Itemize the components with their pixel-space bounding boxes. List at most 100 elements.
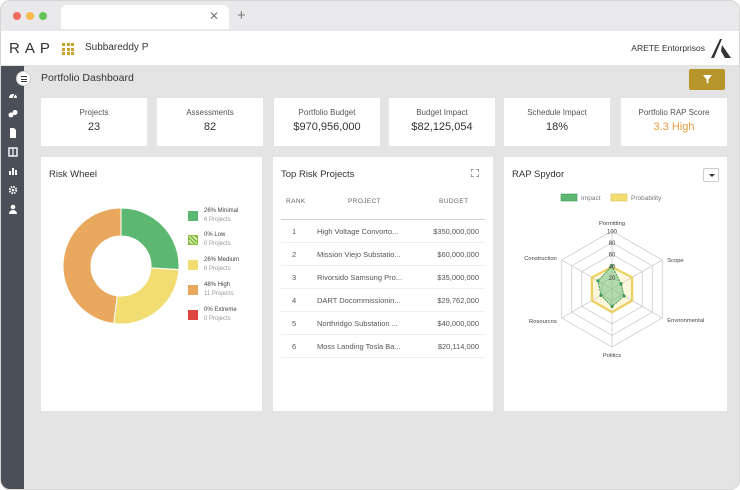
user-icon[interactable] bbox=[8, 204, 18, 214]
radar-axis-label: Construction bbox=[524, 256, 557, 262]
radar-tick-label: 20 bbox=[609, 276, 616, 282]
close-tab-icon[interactable]: ✕ bbox=[208, 9, 219, 23]
rap-spyder-panel: RAP Spydor Impact Probability 100 80 60 40 20 P… bbox=[504, 157, 727, 411]
row-rank: 2 bbox=[292, 250, 297, 259]
column-header-project[interactable]: PROJECT bbox=[348, 198, 382, 205]
kpi-label: Portfolio Budget bbox=[298, 108, 356, 117]
panel-title: Risk Wheel bbox=[49, 169, 98, 180]
donut-slice[interactable] bbox=[62, 207, 122, 325]
kpi-label: Assessments bbox=[186, 108, 234, 117]
radar-axis-label: Pormitting bbox=[599, 221, 625, 227]
organization-logo-icon bbox=[711, 39, 731, 58]
new-tab-icon[interactable]: + bbox=[237, 7, 246, 24]
app-grid-icon[interactable] bbox=[62, 43, 74, 55]
row-budget: $60,000,000 bbox=[437, 250, 479, 259]
legend-swatch bbox=[188, 285, 198, 295]
kpi-card-rap-score: Portfolio RAP Score 3.3 High bbox=[621, 98, 727, 146]
kpi-card-budget-impact: Budget Impact $82,125,054 bbox=[389, 98, 495, 146]
chevron-down-icon bbox=[709, 174, 715, 177]
browser-tab[interactable]: ✕ bbox=[61, 5, 229, 29]
radar-tick-label: 60 bbox=[609, 253, 616, 259]
radar-legend-label: Impact bbox=[581, 195, 601, 202]
spyder-options-dropdown[interactable] bbox=[703, 168, 719, 182]
radar-tick-label: 100 bbox=[607, 230, 618, 236]
radar-axis-label: Rosourcos bbox=[529, 319, 557, 325]
row-rank: 5 bbox=[292, 319, 297, 328]
expand-icon[interactable] bbox=[471, 169, 479, 177]
radar-point-impact bbox=[596, 279, 600, 283]
close-window-button[interactable] bbox=[13, 12, 21, 20]
radar-tick-label: 40 bbox=[609, 264, 616, 270]
panel-title: RAP Spydor bbox=[512, 169, 565, 180]
projects-icon[interactable] bbox=[8, 109, 18, 119]
row-rank: 1 bbox=[292, 227, 297, 236]
legend-swatch bbox=[188, 260, 198, 270]
kpi-value: 82 bbox=[203, 121, 217, 133]
risk-donut-chart[interactable] bbox=[58, 203, 184, 329]
radar-point-impact bbox=[599, 293, 603, 297]
radar-point-impact bbox=[610, 264, 614, 268]
legend-label: 0% Extreme bbox=[204, 307, 237, 313]
kpi-card-projects: Projects 23 bbox=[41, 98, 147, 146]
kpi-label: Budget Impact bbox=[416, 108, 468, 117]
legend-count: 11 Projects bbox=[204, 291, 234, 297]
column-header-rank[interactable]: RANK bbox=[286, 198, 306, 205]
organization-name: ARETE Entorprisos bbox=[631, 43, 705, 53]
row-rank: 4 bbox=[292, 296, 297, 305]
radar-spoke bbox=[561, 288, 613, 319]
table-row[interactable]: 3 Rivorsido Samsung Pro... $35,000,000 bbox=[281, 266, 485, 289]
legend-count: 0 Projects bbox=[204, 241, 231, 247]
reports-chart-icon[interactable] bbox=[8, 166, 18, 176]
row-budget: $29,762,000 bbox=[437, 296, 479, 305]
column-header-budget[interactable]: BUDGET bbox=[439, 198, 469, 205]
app-logo[interactable]: RAP bbox=[9, 40, 55, 57]
document-icon[interactable] bbox=[8, 128, 18, 138]
row-project: Northridgo Substation ... bbox=[317, 319, 398, 328]
table-row[interactable]: 5 Northridgo Substation ... $40,000,000 bbox=[281, 312, 485, 335]
radar-spoke bbox=[611, 288, 663, 319]
risk-wheel-panel: Risk Wheel 26% Minimal 6 Projects 0% Low… bbox=[41, 157, 262, 411]
radar-point-impact bbox=[622, 294, 626, 298]
user-name[interactable]: Subbareddy P bbox=[85, 42, 149, 53]
sidebar-toggle-button[interactable] bbox=[16, 71, 31, 86]
kpi-label: Schedule Impact bbox=[527, 108, 587, 117]
table-row[interactable]: 6 Moss Landing Tosla Ba... $20,114,000 bbox=[281, 335, 485, 358]
row-budget: $40,000,000 bbox=[437, 319, 479, 328]
table-row[interactable]: 4 DART Docommissionin... $29,762,000 bbox=[281, 289, 485, 312]
minimize-window-button[interactable] bbox=[26, 12, 34, 20]
radar-chart: Impact Probability 100 80 60 40 20 Pormitting Sc… bbox=[524, 193, 704, 359]
kpi-value: 18% bbox=[545, 121, 569, 133]
radar-legend-label: Probability bbox=[631, 195, 662, 202]
settings-gear-icon[interactable] bbox=[8, 185, 18, 195]
dashboard-icon[interactable] bbox=[8, 90, 18, 100]
row-project: Moss Landing Tosla Ba... bbox=[317, 342, 401, 351]
radar-axis-label: Scope bbox=[667, 258, 683, 264]
radar-axis-label: Politics bbox=[603, 353, 621, 359]
radar-legend: Impact Probability bbox=[560, 193, 662, 202]
book-icon[interactable] bbox=[8, 147, 18, 157]
donut-slice[interactable] bbox=[113, 267, 180, 325]
radar-point-impact bbox=[610, 304, 614, 308]
legend-label: 26% Medium bbox=[204, 257, 240, 263]
kpi-value: 23 bbox=[87, 121, 101, 133]
radar-series-probability bbox=[590, 265, 634, 314]
legend-swatch bbox=[610, 193, 628, 202]
maximize-window-button[interactable] bbox=[39, 12, 47, 20]
filter-button[interactable] bbox=[689, 69, 725, 90]
radar-tick-label: 80 bbox=[609, 241, 616, 247]
row-project: DART Docommissionin... bbox=[317, 296, 401, 305]
page-title: Portfolio Dashboard bbox=[41, 72, 134, 84]
legend-label: 26% Minimal bbox=[204, 208, 239, 214]
legend-swatch bbox=[188, 235, 198, 245]
kpi-label: Projects bbox=[79, 108, 109, 117]
table-row[interactable]: 2 Mission Viejo Substatio... $60,000,000 bbox=[281, 243, 485, 266]
legend-count: 0 Projects bbox=[204, 316, 231, 322]
table-row[interactable]: 1 High Voltage Convorto... $350,000,000 bbox=[281, 220, 485, 243]
legend-count: 6 Projects bbox=[204, 217, 231, 223]
row-project: Rivorsido Samsung Pro... bbox=[317, 273, 403, 282]
legend-label: 48% High bbox=[204, 282, 231, 288]
donut-slice[interactable] bbox=[120, 207, 180, 271]
legend-swatch bbox=[560, 193, 578, 202]
kpi-label: Portfolio RAP Score bbox=[638, 108, 710, 117]
